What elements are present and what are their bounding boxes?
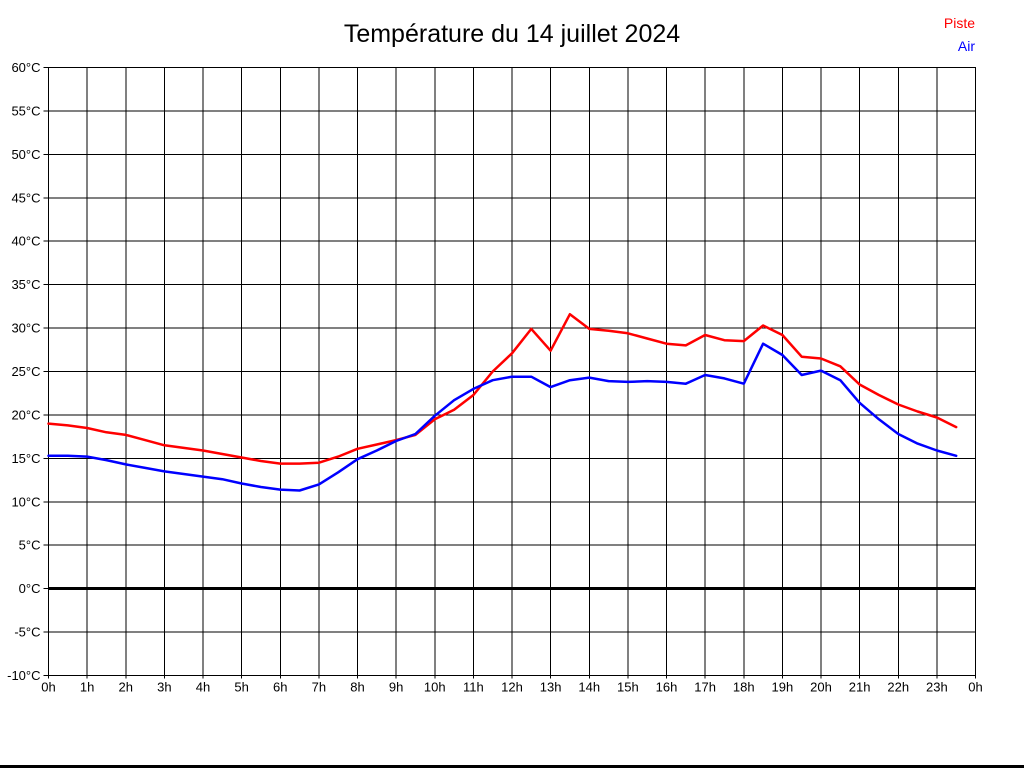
legend: Piste Air (944, 12, 975, 58)
x-tick-label: 20h (810, 680, 832, 695)
x-tick-label: 15h (617, 680, 639, 695)
y-tick-label: 45°C (11, 190, 40, 205)
series-line-air (47, 342, 958, 492)
y-tick-label: 55°C (11, 103, 40, 118)
x-tick-label: 8h (350, 680, 364, 695)
y-tick-label: -10°C (7, 668, 40, 683)
y-tick-label: 40°C (11, 234, 40, 249)
x-tick-label: 16h (656, 680, 678, 695)
y-tick-label: 35°C (11, 277, 40, 292)
x-tick-label: 21h (849, 680, 871, 695)
x-tick-label: 0h (41, 680, 55, 695)
x-tick-label: 19h (772, 680, 794, 695)
y-tick-label: 30°C (11, 321, 40, 336)
x-tick-label: 5h (234, 680, 248, 695)
legend-label-piste: Piste (943, 15, 975, 31)
series-line-piste (47, 312, 958, 465)
x-tick-label: 2h (119, 680, 133, 695)
x-tick-label: 9h (389, 680, 403, 695)
x-tick-label: 11h (463, 680, 484, 695)
legend-label-air: Air (957, 38, 975, 54)
x-tick-label: 18h (733, 680, 755, 695)
x-tick-label: 1h (80, 680, 94, 695)
y-tick-label: 5°C (19, 538, 41, 553)
y-tick-label: 50°C (11, 147, 40, 162)
x-tick-label: 3h (157, 680, 171, 695)
x-tick-label: 13h (540, 680, 562, 695)
x-tick-label: 12h (501, 680, 523, 695)
y-tick-label: 15°C (11, 451, 40, 466)
x-tick-label: 23h (926, 680, 948, 695)
x-tick-label: 6h (273, 680, 287, 695)
x-tick-label: 22h (887, 680, 909, 695)
x-tick-label: 14h (578, 680, 600, 695)
x-tick-label: 4h (196, 680, 210, 695)
y-tick-label: 25°C (11, 364, 40, 379)
y-tick-label: 10°C (11, 494, 40, 509)
x-tick-label: 10h (424, 680, 446, 695)
plot-frame (48, 67, 976, 676)
x-tick-label: 0h (968, 680, 982, 695)
y-tick-label: 20°C (11, 407, 40, 422)
chart-title: Température du 14 juillet 2024 (343, 20, 681, 48)
y-tick-label: 0°C (19, 581, 41, 596)
x-tick-label: 7h (312, 680, 326, 695)
y-tick-label: -5°C (14, 625, 40, 640)
x-tick-label: 17h (694, 680, 716, 695)
y-tick-label: 60°C (11, 60, 40, 75)
